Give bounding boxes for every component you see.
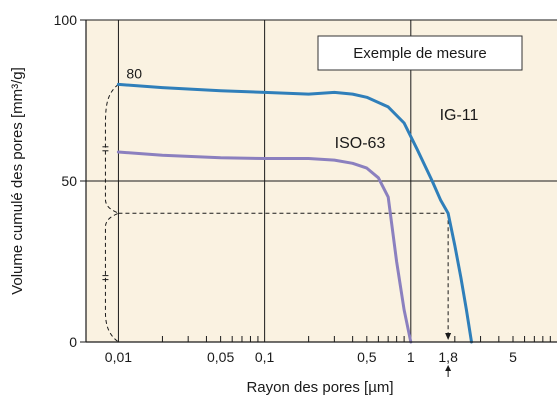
x-tick-label: 5 — [509, 349, 517, 365]
legend: Exemple de mesure — [317, 35, 523, 71]
brace — [104, 84, 120, 343]
x-tick-label: 0,1 — [255, 349, 275, 365]
grid-lines — [86, 20, 557, 342]
value-80-label: 80 — [126, 65, 142, 81]
y-tick-label: 100 — [54, 12, 78, 28]
marker-arrow-head — [445, 365, 452, 371]
series-label-ig-11: IG-11 — [440, 107, 479, 124]
legend-title: Exemple de mesure — [353, 45, 486, 62]
x-tick-label: 1,8 — [438, 349, 458, 365]
drop-arrow-head — [445, 333, 452, 340]
series-line-iso-63 — [116, 150, 413, 344]
x-axis-label: Rayon des pores [µm] — [246, 379, 393, 396]
x-tick-label: 0,05 — [207, 349, 234, 365]
series-label-iso-63: ISO-63 — [335, 135, 386, 152]
axes: 0 50 100 0,01 0,05 0,1 0,5 1 1,8 5 — [54, 12, 557, 365]
x-tick-label: 0,5 — [357, 349, 377, 365]
y-tick-label: 50 — [61, 173, 77, 189]
series-group: IG-11 ISO-63 — [116, 82, 479, 344]
x-tick-label: 1 — [407, 349, 415, 365]
series-line-ig-11 — [116, 82, 473, 344]
legend-box — [317, 35, 523, 71]
annotations: 80 — [102, 65, 452, 377]
y-axis-label: Volume cumulé des pores [mm³/g] — [9, 67, 26, 295]
y-tick-label: 0 — [69, 334, 77, 350]
x-tick-label: 0,01 — [105, 349, 132, 365]
